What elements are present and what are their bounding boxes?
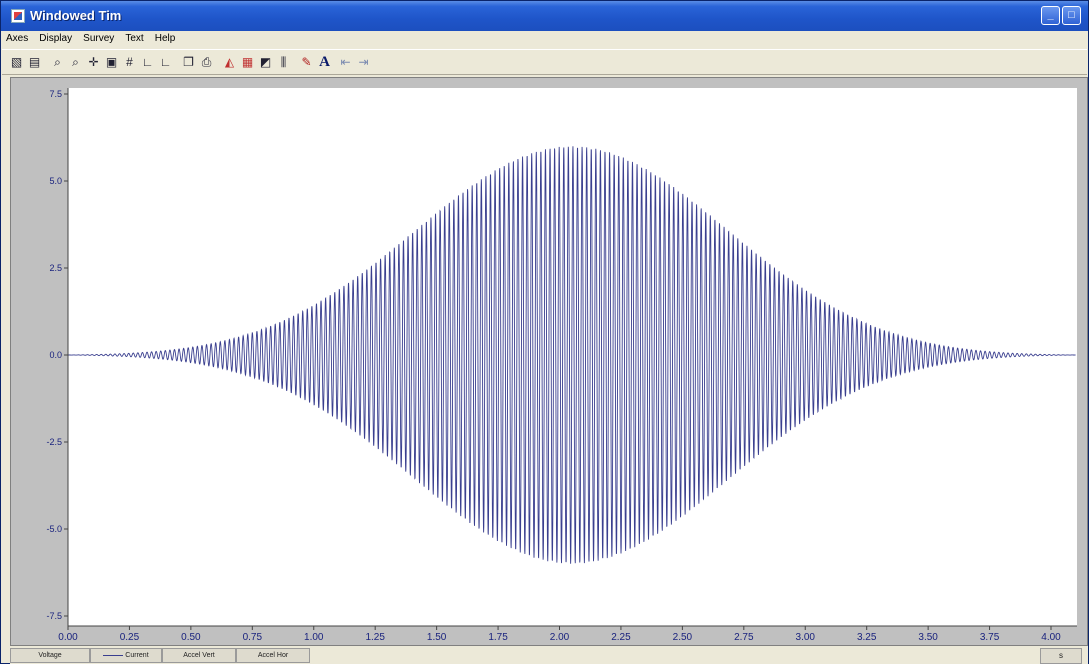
maximize-icon: □ [1068, 9, 1075, 21]
app-icon [11, 9, 25, 23]
axis-x-button[interactable]: ∟ [139, 54, 156, 71]
x-tick-label: 2.75 [734, 632, 754, 643]
menu-display[interactable]: Display [39, 33, 73, 44]
x-tick-label: 2.50 [673, 632, 693, 643]
maximize-button[interactable]: □ [1062, 6, 1081, 25]
zoom-in-button[interactable]: ⌕ [49, 54, 66, 71]
x-tick-label: 4.00 [1041, 632, 1061, 643]
save-button[interactable]: ▣ [103, 54, 120, 71]
menu-text[interactable]: Text [125, 33, 144, 44]
print-button[interactable]: ⎙ [198, 54, 215, 71]
y-tick-label: 7.5 [49, 89, 62, 99]
series-tab-accel-hor[interactable]: Accel Hor [236, 648, 310, 663]
title-bar[interactable]: Windowed Tim _ □ [1, 1, 1088, 31]
menu-axes[interactable]: Axes [6, 33, 29, 44]
line-chart-icon: ◩ [259, 55, 272, 69]
y-tick-label: 0.0 [49, 350, 62, 360]
plot-area[interactable]: 7.5 5.0 2.5 0.0 -2.5 -5.0 -7.5 0.00 0.25 0.50 0.7… [10, 77, 1088, 646]
x-tick-label: 3.50 [918, 632, 938, 643]
x-tick-label: 1.75 [488, 632, 508, 643]
bar-chart-icon: ⫼ [280, 55, 287, 69]
color-brush-icon: ✎ [301, 55, 312, 69]
bar-chart-button[interactable]: ⫼ [275, 54, 292, 71]
menu-survey[interactable]: Survey [83, 33, 115, 44]
series-tab-bar: Voltage Current Accel Vert Accel Hor s [10, 646, 1088, 664]
grid-toggle-button[interactable]: ▦ [239, 54, 256, 71]
series-line-swatch [103, 654, 124, 656]
series-tab-label: Accel Vert [183, 652, 215, 659]
series-tab-label: Voltage [38, 652, 62, 659]
color-brush-button[interactable]: ✎ [298, 54, 315, 71]
series-line-current [68, 146, 1076, 564]
units-label: s [1059, 651, 1063, 660]
x-tick-label: 2.00 [550, 632, 570, 643]
table-view-button[interactable]: ▤ [26, 54, 43, 71]
time-units-field: s [1040, 648, 1082, 664]
menu-help[interactable]: Help [154, 33, 176, 44]
x-tick-label: 1.25 [365, 632, 385, 643]
next-button[interactable]: ⇥ [355, 54, 372, 71]
series-tab-current[interactable]: Current [90, 648, 162, 663]
x-tick-label: 1.00 [304, 632, 324, 643]
area-chart-icon: ◭ [224, 55, 235, 69]
minimize-button[interactable]: _ [1041, 6, 1060, 25]
x-tick-label: 0.75 [243, 632, 263, 643]
zoom-in-icon: ⌕ [54, 55, 61, 69]
toolbar: ▧ ▤ ⌕ ⌕ ✛ ▣ # ∟ ∟ ❐ ⎙ ◭ ▦ ◩ ⫼ ✎ A ⇤ ⇥ [2, 49, 1087, 75]
y-tick-label: 5.0 [49, 176, 62, 186]
waveform-chart[interactable]: 7.5 5.0 2.5 0.0 -2.5 -5.0 -7.5 0.00 0.25 0.50 0.7… [11, 78, 1087, 645]
x-tick-label: 2.25 [611, 632, 631, 643]
arrow-left-icon: ⇤ [340, 55, 351, 69]
crosshair-button[interactable]: ✛ [85, 54, 102, 71]
zoom-out-icon: ⌕ [72, 55, 79, 69]
arrow-right-icon: ⇥ [358, 55, 369, 69]
zoom-out-button[interactable]: ⌕ [67, 54, 84, 71]
axis-y-icon: ∟ [159, 55, 172, 69]
series-tab-voltage[interactable]: Voltage [10, 648, 90, 663]
series-tab-accel-vert[interactable]: Accel Vert [162, 648, 236, 663]
x-tick-label: 3.00 [796, 632, 816, 643]
table-icon: ▤ [28, 55, 41, 69]
x-tick-label: 1.50 [427, 632, 447, 643]
print-icon: ⎙ [201, 55, 212, 69]
window-title: Windowed Tim [30, 8, 122, 23]
grid-icon: # [126, 55, 133, 69]
grid-button[interactable]: # [121, 54, 138, 71]
copy-button[interactable]: ❐ [180, 54, 197, 71]
font-icon: A [319, 54, 330, 70]
save-icon: ▣ [105, 55, 118, 69]
font-button[interactable]: A [316, 54, 333, 71]
y-tick-label: -7.5 [46, 611, 62, 621]
series-tab-label: Accel Hor [257, 652, 289, 659]
axis-y-button[interactable]: ∟ [157, 54, 174, 71]
chart-view-button[interactable]: ▧ [8, 54, 25, 71]
x-tick-label: 3.75 [980, 632, 1000, 643]
minimize-icon: _ [1047, 9, 1054, 21]
x-tick-label: 0.00 [58, 632, 78, 643]
crosshair-icon: ✛ [88, 55, 99, 69]
area-chart-button[interactable]: ◭ [221, 54, 238, 71]
y-tick-label: -5.0 [46, 524, 62, 534]
y-tick-label: 2.5 [49, 263, 62, 273]
line-chart-button[interactable]: ◩ [257, 54, 274, 71]
grid-toggle-icon: ▦ [241, 55, 254, 69]
copy-icon: ❐ [183, 55, 194, 69]
previous-button[interactable]: ⇤ [337, 54, 354, 71]
x-tick-label: 3.25 [857, 632, 877, 643]
chart-icon: ▧ [10, 55, 23, 69]
y-tick-label: -2.5 [46, 437, 62, 447]
x-tick-label: 0.25 [120, 632, 140, 643]
axis-x-icon: ∟ [141, 55, 154, 69]
series-tab-label: Current [125, 652, 149, 659]
x-tick-label: 0.50 [181, 632, 201, 643]
menu-bar: Axes Display Survey Text Help [2, 31, 1087, 49]
